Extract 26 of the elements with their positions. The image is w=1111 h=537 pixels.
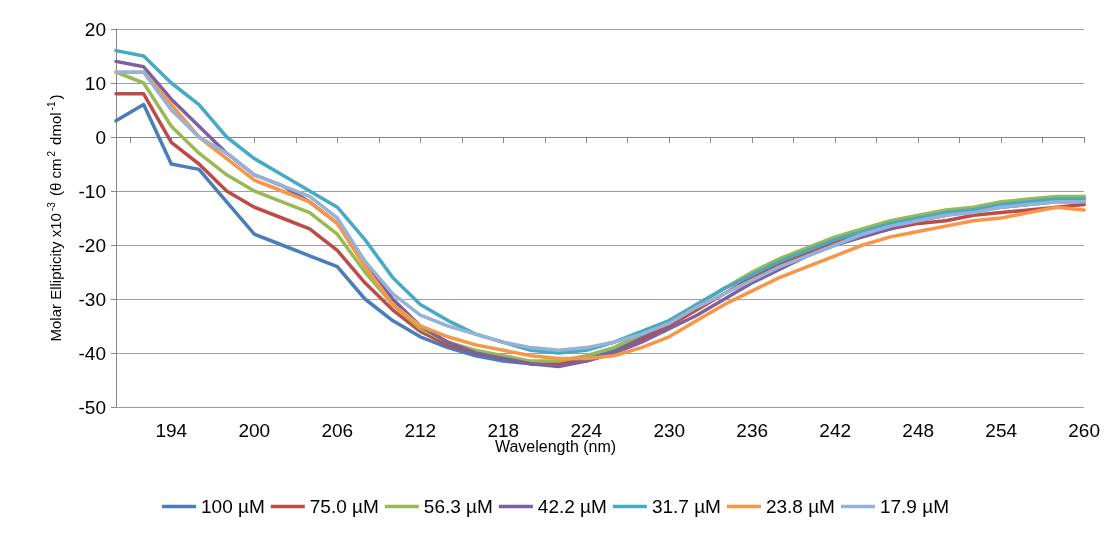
x-tick-label: 194 [155, 420, 188, 441]
legend-label: 17.9 µM [879, 496, 949, 517]
legend-label: 100 µM [201, 496, 265, 517]
y-tick-label: 0 [95, 126, 106, 148]
y-tick-label: 20 [84, 18, 106, 40]
legend-label: 56.3 µM [423, 496, 493, 517]
legend-label: 31.7 µM [651, 496, 721, 517]
x-tick-label: 242 [819, 420, 852, 441]
y-tick-label: -20 [78, 234, 106, 256]
y-tick-label: -10 [78, 180, 106, 202]
y-tick-label: 10 [84, 72, 106, 94]
legend-label: 75.0 µM [309, 496, 379, 517]
x-tick-label: 212 [404, 420, 437, 441]
y-tick-label: -30 [78, 288, 106, 310]
x-tick-label: 230 [653, 420, 686, 441]
x-tick-label: 254 [985, 420, 1018, 441]
legend-label: 23.8 µM [765, 496, 835, 517]
x-tick-label: 206 [321, 420, 354, 441]
y-axis-title: Molar Ellipticity x10-3 (θ cm2 dmol-1) [45, 94, 64, 342]
y-tick-label: -40 [78, 342, 106, 364]
x-tick-label: 236 [736, 420, 769, 441]
x-tick-label: 260 [1068, 420, 1100, 441]
x-tick-label: 200 [238, 420, 271, 441]
x-tick-label: 248 [902, 420, 935, 441]
y-tick-label: -50 [78, 396, 106, 418]
legend-label: 42.2 µM [537, 496, 607, 517]
